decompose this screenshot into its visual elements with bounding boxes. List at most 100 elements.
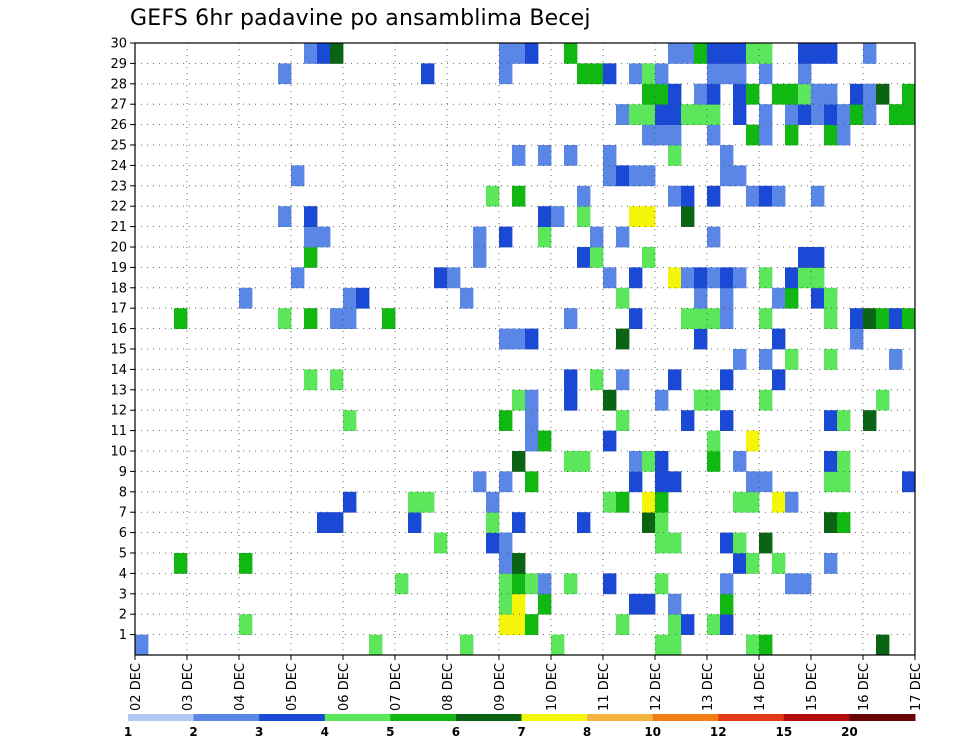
heatmap-cell — [434, 267, 448, 289]
heatmap-cell — [174, 308, 188, 329]
heatmap-cell — [642, 165, 656, 187]
heatmap-cell — [824, 287, 838, 309]
y-tick-label: 14 — [110, 363, 127, 378]
heatmap-cell — [837, 104, 851, 125]
heatmap-cell — [824, 308, 838, 329]
heatmap-cell — [486, 532, 500, 554]
heatmap-cell — [564, 573, 578, 595]
y-tick-label: 17 — [110, 302, 127, 317]
heatmap-cell — [291, 165, 305, 187]
heatmap-cell — [694, 287, 708, 309]
heatmap-cell — [616, 369, 630, 391]
heatmap-cell — [668, 145, 682, 166]
heatmap-cell — [603, 389, 617, 411]
heatmap-cell — [720, 410, 734, 431]
heatmap-cell — [317, 512, 331, 533]
heatmap-cell — [694, 83, 708, 105]
heatmap-cell — [499, 573, 513, 595]
heatmap-cell — [538, 593, 552, 615]
legend-swatch — [849, 714, 916, 721]
heatmap-cell — [746, 185, 760, 207]
heatmap-cell — [590, 63, 604, 85]
heatmap-cell — [824, 349, 838, 370]
heatmap-cell — [564, 389, 578, 411]
heatmap-cell — [733, 104, 747, 125]
heatmap-cells — [135, 43, 916, 656]
heatmap-cell — [720, 532, 734, 554]
heatmap-cell — [499, 43, 513, 64]
heatmap-cell — [616, 614, 630, 635]
heatmap-cell — [642, 104, 656, 125]
heatmap-cell — [460, 634, 474, 656]
heatmap-cell — [681, 308, 695, 329]
heatmap-cell — [707, 83, 721, 105]
heatmap-cell — [720, 593, 734, 615]
heatmap-cell — [733, 349, 747, 370]
x-tick-label: 09 DEC — [493, 663, 508, 711]
y-tick-label: 5 — [119, 547, 127, 562]
heatmap-cell — [239, 614, 253, 635]
y-tick-label: 1 — [119, 628, 127, 643]
y-tick-label: 25 — [110, 139, 127, 154]
heatmap-cell — [525, 328, 539, 350]
heatmap-cell — [538, 145, 552, 166]
y-tick-label: 21 — [110, 220, 127, 235]
legend-swatch — [324, 714, 391, 721]
heatmap-cell — [707, 308, 721, 329]
heatmap-cell — [746, 491, 760, 513]
heatmap-cell — [655, 124, 669, 146]
heatmap-cell — [759, 389, 773, 411]
heatmap-cell — [317, 43, 331, 64]
heatmap-cell — [603, 145, 617, 166]
heatmap-cell — [850, 308, 864, 329]
heatmap-cell — [512, 573, 526, 595]
heatmap-cell — [421, 63, 435, 85]
y-tick-label: 19 — [110, 261, 127, 276]
heatmap-cell — [863, 410, 877, 431]
heatmap-cell — [512, 451, 526, 472]
heatmap-cell — [499, 63, 513, 85]
heatmap-cell — [304, 247, 318, 268]
heatmap-cell — [707, 614, 721, 635]
heatmap-cell — [629, 104, 643, 125]
y-tick-label: 16 — [110, 322, 127, 337]
heatmap-cell — [733, 267, 747, 289]
heatmap-cell — [616, 226, 630, 248]
heatmap-cell — [525, 410, 539, 431]
heatmap-cell — [733, 83, 747, 105]
heatmap-cell — [330, 369, 344, 391]
heatmap-cell — [707, 185, 721, 207]
heatmap-cell — [694, 308, 708, 329]
heatmap-cell — [343, 491, 357, 513]
chart-title: GEFS 6hr padavine po ansamblima Becej — [130, 6, 591, 31]
heatmap-cell — [837, 124, 851, 146]
legend-label: 10 — [644, 725, 661, 739]
heatmap-cell — [733, 43, 747, 64]
legend-swatch — [718, 714, 785, 721]
heatmap-cell — [863, 104, 877, 125]
heatmap-cell — [837, 471, 851, 493]
heatmap-cell — [759, 532, 773, 554]
x-tick-label: 03 DEC — [181, 663, 196, 711]
legend-swatch — [521, 714, 588, 721]
x-tick-label: 02 DEC — [129, 663, 144, 711]
heatmap-cell — [759, 471, 773, 493]
heatmap-cell — [707, 267, 721, 289]
heatmap-cell — [486, 512, 500, 533]
heatmap-cell — [772, 553, 786, 574]
x-tick-label: 07 DEC — [389, 663, 404, 711]
heatmap-cell — [824, 104, 838, 125]
legend-swatch — [783, 714, 850, 721]
heatmap-cell — [525, 471, 539, 493]
heatmap-cell — [889, 349, 903, 370]
heatmap-cell — [720, 267, 734, 289]
heatmap-cell — [512, 614, 526, 635]
heatmap-cell — [590, 247, 604, 268]
heatmap-cell — [798, 247, 812, 268]
heatmap-cell — [759, 634, 773, 656]
heatmap-cell — [421, 491, 435, 513]
heatmap-cell — [902, 308, 916, 329]
heatmap-cell — [629, 165, 643, 187]
heatmap-cell — [629, 206, 643, 227]
x-tick-label: 08 DEC — [441, 663, 456, 711]
